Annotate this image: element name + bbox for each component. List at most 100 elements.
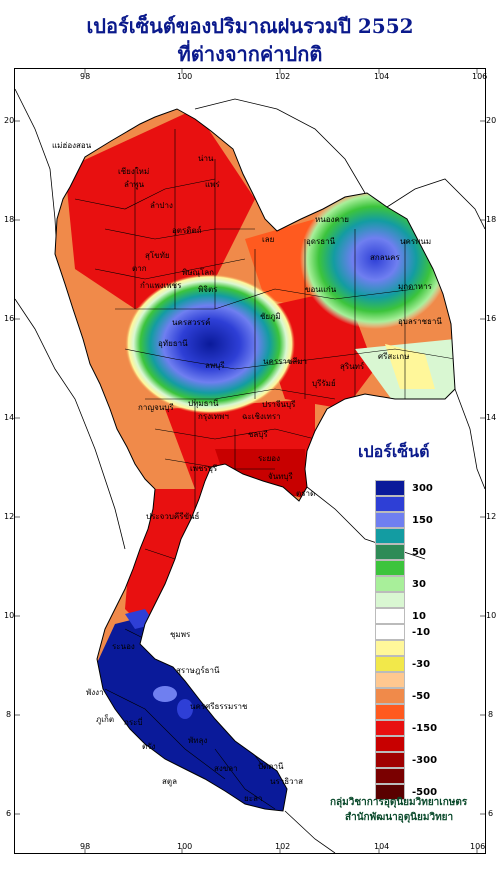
legend-swatch (375, 560, 405, 576)
lat-tick-label: 16 (4, 314, 15, 323)
legend-label: -300 (412, 755, 438, 766)
legend-swatch (375, 656, 405, 672)
lat-tick-label: 12 (486, 512, 497, 521)
legend-swatch (375, 576, 405, 592)
legend-label: 300 (412, 483, 433, 494)
lon-tick-label: 98 (80, 842, 91, 851)
lon-tick-label: 104 (374, 72, 390, 81)
city-label: ภูเก็ต (96, 715, 115, 724)
map-title-line2: ที่ต่างจากค่าปกติ (177, 42, 323, 66)
city-label: สงขลา (214, 764, 238, 773)
city-label: สุรินทร์ (340, 362, 365, 371)
lon-tick-label: 106 (470, 842, 486, 851)
city-label: มุกดาหาร (398, 282, 432, 291)
legend-label: -150 (412, 723, 438, 734)
neighbour-borders (15, 88, 485, 853)
legend-title: เปอร์เซ็นต์ (358, 442, 430, 461)
city-label: ปราจีนบุรี (262, 400, 296, 409)
city-label: พิจิตร (198, 285, 218, 294)
lat-tick-label: 6 (6, 809, 12, 818)
rainfall-map (15, 69, 485, 853)
lon-tick-label: 100 (177, 72, 193, 81)
city-label: ประจวบคีรีขันธ์ (146, 512, 200, 521)
city-label: กระบี่ (124, 718, 143, 727)
city-label: ตาก (132, 264, 147, 273)
city-label: บุรีรัมย์ (312, 379, 336, 388)
city-label: ชัยภูมิ (260, 312, 281, 321)
city-label: อุดรธานี (306, 237, 336, 246)
map-title-line1: เปอร์เซ็นต์ของปริมาณฝนรวมปี 2552 (86, 14, 414, 38)
city-label: ชลบุรี (248, 430, 268, 439)
lat-tick-label: 18 (486, 215, 497, 224)
city-label: เชียงใหม่ (118, 167, 150, 176)
credit-line2: สำนักพัฒนาอุตุนิยมวิทยา (345, 812, 454, 823)
city-label: กรุงเทพฯ (198, 412, 229, 421)
legend-swatch (375, 608, 405, 624)
city-label: นครศรีธรรมราช (190, 702, 248, 711)
legend-swatch (375, 640, 405, 656)
lat-tick-label: 10 (4, 611, 15, 620)
city-label: พังงา (86, 688, 104, 697)
legend-swatch (375, 752, 405, 768)
legend-label: 150 (412, 515, 433, 526)
city-label: ขอนแก่น (305, 285, 337, 294)
legend-label: 30 (412, 579, 426, 590)
legend-label: -500 (412, 787, 438, 798)
city-label: กาญจนบุรี (138, 403, 174, 412)
legend-swatch (375, 784, 405, 800)
lon-tick-label: 98 (80, 72, 91, 81)
city-label: อุบลราชธานี (398, 317, 442, 326)
credit-line1: กลุ่มวิชาการอุตุนิยมวิทยาเกษตร (330, 797, 468, 808)
legend-label: 50 (412, 547, 426, 558)
city-label: ปทุมธานี (188, 399, 219, 408)
city-label: ยะลา (244, 794, 263, 803)
lat-tick-label: 16 (486, 314, 497, 323)
lat-tick-label: 8 (488, 710, 494, 719)
city-label: ฉะเชิงเทรา (242, 412, 281, 421)
legend-label: 10 (412, 611, 426, 622)
legend-swatch (375, 544, 405, 560)
city-label: สุราษฎร์ธานี (176, 666, 220, 675)
lat-tick-label: 18 (4, 215, 15, 224)
legend-label: -50 (412, 691, 431, 702)
city-label: ลพบุรี (205, 361, 225, 370)
city-label: สุโขทัย (145, 251, 170, 260)
lat-tick-label: 8 (6, 710, 12, 719)
city-label: น่าน (198, 154, 214, 163)
city-label: ลำปาง (150, 201, 173, 210)
legend-swatch (375, 672, 405, 688)
legend-swatch (375, 720, 405, 736)
legend-swatch (375, 480, 405, 496)
legend-swatch (375, 592, 405, 608)
lat-tick-label: 14 (4, 413, 15, 422)
legend-swatch (375, 704, 405, 720)
city-label: อุตรดิตถ์ (172, 226, 202, 235)
city-label: ลำพูน (124, 180, 145, 189)
city-label: พิษณุโลก (182, 268, 215, 277)
legend-swatch (375, 624, 405, 640)
lat-tick-label: 10 (486, 611, 497, 620)
lat-tick-label: 14 (486, 413, 497, 422)
city-label: ตราด (296, 489, 316, 498)
legend-swatch (375, 688, 405, 704)
city-label: ตรัง (142, 742, 156, 751)
lat-tick-label: 20 (4, 116, 15, 125)
legend-swatch (375, 496, 405, 512)
lat-tick-label: 12 (4, 512, 15, 521)
legend-swatch (375, 736, 405, 752)
city-label: สกลนคร (370, 253, 400, 262)
city-label: แม่ฮ่องสอน (52, 141, 92, 150)
legend-swatch (375, 528, 405, 544)
city-label: พัทลุง (188, 736, 208, 745)
legend-label: -30 (412, 659, 431, 670)
lon-tick-label: 106 (472, 72, 488, 81)
city-label: ปัตตานี (258, 762, 284, 771)
lon-tick-label: 102 (275, 842, 291, 851)
lon-tick-label: 104 (374, 842, 390, 851)
city-label: สตูล (162, 777, 177, 786)
city-label: นครพนม (400, 237, 432, 246)
city-label: อุทัยธานี (158, 339, 188, 348)
lon-tick-label: 102 (275, 72, 291, 81)
graticule-ticks (15, 69, 485, 853)
city-label: ชุมพร (170, 630, 191, 639)
